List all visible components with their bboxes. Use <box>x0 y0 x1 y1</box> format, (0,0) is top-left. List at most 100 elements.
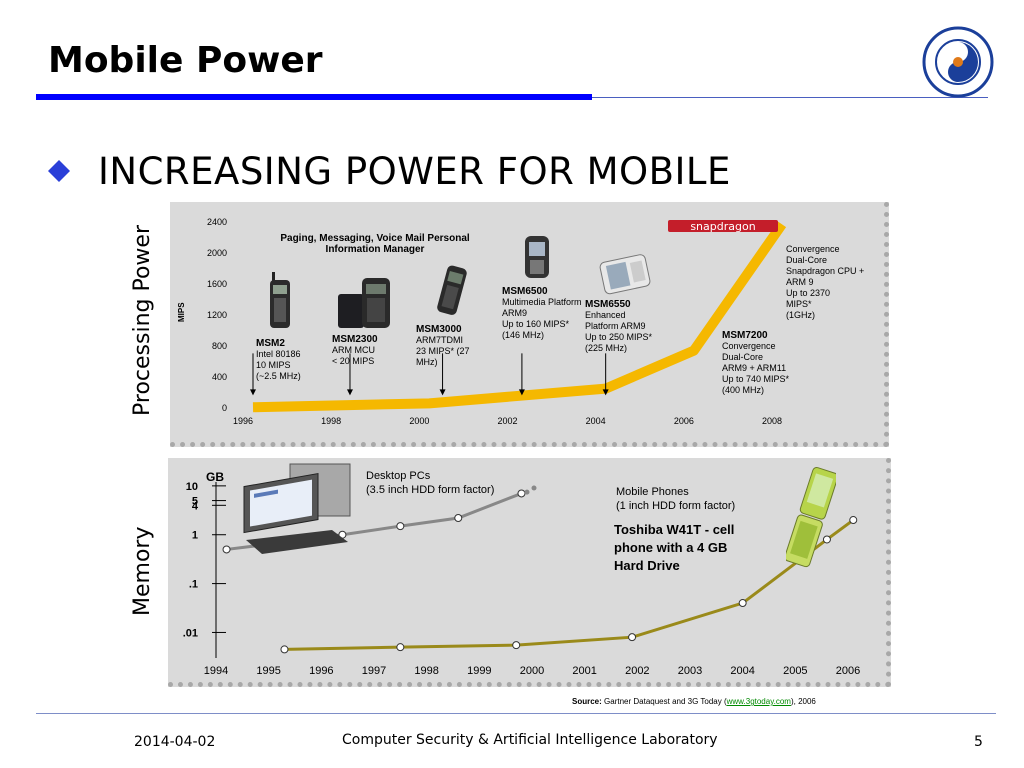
annotation-msm6500: MSM6500 Multimedia Platform ARM9 Up to 1… <box>502 286 582 341</box>
annotation-msm2300: MSM2300 ARM MCU < 20 MIPS <box>332 334 378 367</box>
top-caption-line-1: Paging, Messaging, Voice Mail Personal <box>280 233 470 244</box>
annotation-line: Dual-Core <box>786 255 828 265</box>
mobile-data-point <box>280 645 289 654</box>
annotation-line: Snapdragon CPU + <box>786 266 865 276</box>
title-underline-bar <box>36 94 592 100</box>
source-suffix: ), 2006 <box>790 697 816 706</box>
desktop-caption-line: (3.5 inch HDD form factor) <box>366 484 495 496</box>
desktop-trend-dot <box>524 489 530 495</box>
x-tick-label: 2004 <box>586 416 606 426</box>
annotation-title: MSM2 <box>256 338 285 349</box>
desktop-data-point <box>454 513 463 522</box>
y-tick-label: 0 <box>222 403 227 413</box>
x-tick-label: 1995 <box>256 665 280 677</box>
x-tick-label: 2000 <box>520 665 544 677</box>
y-tick-label: 5 <box>192 496 198 508</box>
annotation-line: Up to 160 MIPS* <box>502 319 570 329</box>
annotation-msm6550: MSM6550 Enhanced Platform ARM9 Up to 250… <box>585 299 652 354</box>
y-tick-label: 1200 <box>207 310 227 320</box>
slide-heading: INCREASING POWER FOR MOBILE <box>98 150 731 193</box>
y-tick-label: 1 <box>192 530 198 542</box>
pointer-arrow-head <box>439 389 446 396</box>
y-axis-label: MIPS <box>177 302 186 322</box>
annotation-line: 23 MIPS* (27 <box>416 346 470 356</box>
annotation-line: Intel 80186 <box>256 349 301 359</box>
x-tick-label: 2005 <box>783 665 807 677</box>
x-tick-label: 2004 <box>730 665 754 677</box>
annotation-line: Platform ARM9 <box>585 321 646 331</box>
x-tick-label: 1999 <box>467 665 491 677</box>
toshiba-caption: Toshiba W41T - cell phone with a 4 GB Ha… <box>614 521 734 575</box>
annotation-title: MSM6500 <box>502 286 548 297</box>
annotation-title: MSM3000 <box>416 324 462 335</box>
y-tick-label: .01 <box>183 627 198 639</box>
annotation-snapdragon: Convergence Dual-Core Snapdragon CPU + A… <box>786 244 864 321</box>
top-caption-line-2: Information Manager <box>325 244 425 255</box>
annotation-line: Convergence <box>722 341 776 351</box>
desktop-caption: Desktop PCs (3.5 inch HDD form factor) <box>366 469 494 497</box>
annotation-line: ARM MCU <box>332 345 375 355</box>
mobile-series-line <box>284 518 855 651</box>
phone-icon <box>270 272 290 328</box>
phone-icon <box>599 254 651 295</box>
desktop-trend-dot <box>531 485 537 491</box>
toshiba-caption-line: phone with a 4 GB <box>614 540 728 555</box>
annotation-line: ARM 9 <box>786 277 814 287</box>
snapdragon-logo-icon: snapdragon <box>668 220 778 233</box>
x-tick-label: 1997 <box>362 665 386 677</box>
x-tick-label: 1996 <box>309 665 333 677</box>
annotation-line: ARM9 + ARM11 <box>722 363 787 373</box>
snapdragon-brand-text: snapdragon <box>690 220 755 233</box>
annotation-line: Convergence <box>786 244 840 254</box>
mobile-data-point <box>738 599 747 608</box>
y-tick-label: 10 <box>186 481 198 493</box>
desktop-data-point <box>396 522 405 531</box>
x-tick-label: 1996 <box>233 416 253 426</box>
annotation-title: MSM6550 <box>585 299 631 310</box>
x-tick-label: 2003 <box>678 665 702 677</box>
mobile-data-point <box>849 516 858 525</box>
pointer-arrow-head <box>346 389 353 396</box>
annotation-line: (1GHz) <box>786 310 815 320</box>
annotation-line: Up to 2370 <box>786 288 831 298</box>
annotation-line: 10 MIPS <box>256 360 291 370</box>
annotation-title: MSM7200 <box>722 330 768 341</box>
y-tick-label: .1 <box>189 579 198 591</box>
annotation-line: (~2.5 MHz) <box>256 371 301 381</box>
phone-icon <box>525 236 549 278</box>
x-tick-label: 2002 <box>625 665 649 677</box>
annotation-line: Up to 250 MIPS* <box>585 332 653 342</box>
annotation-line: < 20 MIPS <box>332 356 375 366</box>
annotation-msm7200: MSM7200 Convergence Dual-Core ARM9 + ARM… <box>722 330 789 396</box>
y-tick-label: 4 <box>192 500 199 512</box>
phone-icon <box>437 265 467 315</box>
annotation-line: Dual-Core <box>722 352 764 362</box>
y-tick-label: 400 <box>212 372 227 382</box>
mobile-data-point <box>822 535 831 544</box>
annotation-line: (146 MHz) <box>502 330 545 340</box>
memory-unit: GB <box>206 470 224 484</box>
annotation-line: Enhanced <box>585 310 626 320</box>
toshiba-caption-line: Toshiba W41T - cell <box>614 522 735 537</box>
memory-label: Memory <box>130 526 155 616</box>
university-logo-icon <box>922 26 994 98</box>
annotation-line: (225 MHz) <box>585 343 628 353</box>
annotation-title: MSM2300 <box>332 334 378 345</box>
mobile-data-point <box>396 643 405 652</box>
annotation-line: MIPS* <box>786 299 812 309</box>
desktop-caption-line: Desktop PCs <box>366 470 431 482</box>
footer-lab: Computer Security & Artificial Intellige… <box>342 732 718 748</box>
title-underline-thin <box>592 97 988 98</box>
source-text: Gartner Dataquest and 3G Today ( <box>604 697 727 706</box>
processing-power-label: Processing Power <box>130 225 155 416</box>
source-link[interactable]: www.3gtoday.com <box>726 697 791 706</box>
x-tick-label: 1994 <box>204 665 228 677</box>
pointer-arrow-head <box>250 389 256 396</box>
desktop-data-point <box>517 489 526 498</box>
pointer-arrow-head <box>602 389 609 396</box>
y-tick-label: 1600 <box>207 279 227 289</box>
annotation-line: Up to 740 MIPS* <box>722 374 790 384</box>
x-tick-label: 1998 <box>321 416 341 426</box>
y-tick-label: 2000 <box>207 248 227 258</box>
x-tick-label: 2002 <box>497 416 517 426</box>
